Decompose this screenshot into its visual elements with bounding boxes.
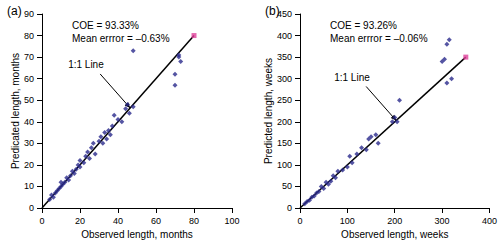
svg-text:350: 350 bbox=[277, 52, 292, 62]
svg-text:450: 450 bbox=[277, 9, 292, 19]
svg-text:0: 0 bbox=[29, 203, 34, 213]
svg-text:90: 90 bbox=[24, 9, 34, 19]
svg-text:Predicted length, weeks: Predicted length, weeks bbox=[263, 58, 274, 164]
svg-text:40: 40 bbox=[113, 216, 123, 226]
svg-text:1:1 Line: 1:1 Line bbox=[334, 72, 370, 83]
svg-text:150: 150 bbox=[277, 138, 292, 148]
svg-text:400: 400 bbox=[482, 216, 497, 226]
svg-text:Observed length, months: Observed length, months bbox=[81, 229, 193, 240]
svg-text:50: 50 bbox=[282, 181, 292, 191]
svg-text:100: 100 bbox=[340, 216, 355, 226]
svg-text:200: 200 bbox=[387, 216, 402, 226]
svg-text:100: 100 bbox=[224, 216, 239, 226]
svg-text:0: 0 bbox=[287, 203, 292, 213]
svg-text:60: 60 bbox=[24, 74, 34, 84]
svg-text:60: 60 bbox=[151, 216, 161, 226]
svg-text:(a): (a) bbox=[7, 4, 22, 18]
svg-text:70: 70 bbox=[24, 52, 34, 62]
svg-text:80: 80 bbox=[189, 216, 199, 226]
svg-text:200: 200 bbox=[277, 117, 292, 127]
svg-text:COE = 93.33%: COE = 93.33% bbox=[72, 20, 139, 31]
svg-text:(b): (b) bbox=[265, 4, 280, 18]
svg-text:50: 50 bbox=[24, 95, 34, 105]
svg-text:100: 100 bbox=[277, 160, 292, 170]
svg-text:0: 0 bbox=[39, 216, 44, 226]
svg-text:0: 0 bbox=[297, 216, 302, 226]
svg-text:30: 30 bbox=[24, 138, 34, 148]
svg-text:1:1 Line: 1:1 Line bbox=[68, 59, 104, 70]
svg-text:Mean errror = –0.63%: Mean errror = –0.63% bbox=[72, 33, 170, 44]
svg-text:Predicated length, months: Predicated length, months bbox=[10, 53, 21, 169]
svg-text:Mean errror = –0.06%: Mean errror = –0.06% bbox=[330, 33, 428, 44]
svg-text:80: 80 bbox=[24, 31, 34, 41]
svg-text:300: 300 bbox=[435, 216, 450, 226]
svg-text:400: 400 bbox=[277, 31, 292, 41]
svg-text:20: 20 bbox=[24, 160, 34, 170]
svg-text:10: 10 bbox=[24, 181, 34, 191]
svg-text:300: 300 bbox=[277, 74, 292, 84]
svg-text:Observed length, weeks: Observed length, weeks bbox=[341, 229, 448, 240]
svg-text:40: 40 bbox=[24, 117, 34, 127]
svg-text:20: 20 bbox=[75, 216, 85, 226]
svg-text:COE = 93.26%: COE = 93.26% bbox=[330, 20, 397, 31]
svg-text:250: 250 bbox=[277, 95, 292, 105]
